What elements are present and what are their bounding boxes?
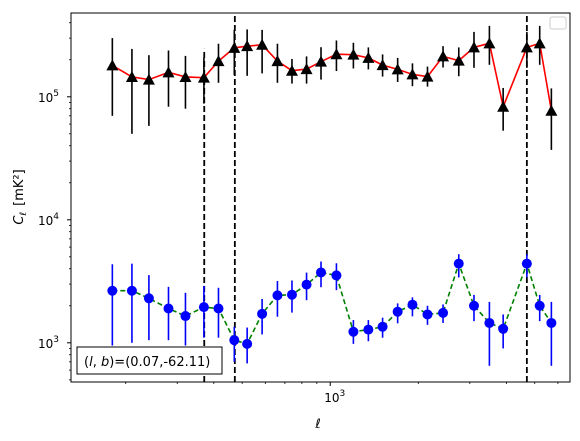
data-point [285, 64, 298, 76]
data-point [241, 40, 254, 52]
data-point [422, 309, 433, 320]
data-point [467, 41, 480, 53]
data-point [498, 323, 509, 334]
data-point [126, 285, 137, 296]
annotation-values: (0.07,-62.11) [125, 355, 210, 370]
annotation-box: (l, b)=(0.07,-62.11) [76, 346, 223, 375]
data-point [533, 37, 546, 49]
y-tick-exp: 5 [53, 89, 59, 99]
y-tick-exp: 3 [53, 335, 59, 345]
annotation-eq: )= [109, 355, 125, 370]
series-layer [106, 25, 558, 366]
data-point [106, 59, 119, 71]
data-point [421, 70, 434, 82]
y-tick-label: 103 [38, 335, 59, 351]
annotation-frame [76, 346, 223, 375]
data-point [125, 70, 138, 82]
data-point [286, 289, 297, 300]
data-point [180, 311, 191, 322]
y-tick-label: 105 [38, 89, 59, 105]
y-label-main: C [12, 215, 27, 225]
annotation-l: l [89, 355, 93, 370]
x-tick-base: 10 [324, 391, 339, 405]
legend-box [549, 16, 567, 30]
data-point [438, 307, 449, 318]
annotation-text: (l, b)=(0.07,-62.11) [84, 355, 210, 370]
series-1 [107, 254, 557, 366]
y-axis-label: Cℓ [mK²] [12, 169, 29, 224]
data-point [107, 285, 118, 296]
data-point [377, 321, 388, 332]
data-point [301, 279, 312, 290]
data-point [300, 63, 313, 75]
data-point [213, 303, 224, 314]
y-tick-base: 10 [38, 337, 53, 351]
data-point [163, 303, 174, 314]
y-tick-label: 104 [38, 212, 59, 228]
series-line [112, 261, 553, 345]
y-tick-exp: 4 [53, 212, 59, 222]
data-point [347, 48, 360, 60]
data-point [391, 63, 404, 75]
data-point [468, 300, 479, 311]
data-point [143, 293, 154, 304]
data-point [520, 41, 533, 53]
data-point [407, 299, 418, 310]
data-point [256, 38, 269, 50]
data-point [437, 50, 450, 62]
y-tick-base: 10 [38, 214, 53, 228]
data-point [484, 317, 495, 328]
data-point [363, 324, 374, 335]
data-point [406, 68, 419, 80]
data-point [545, 104, 558, 116]
data-point [330, 48, 343, 60]
data-point [452, 54, 465, 66]
data-point [348, 326, 359, 337]
data-point [212, 55, 225, 67]
data-point [179, 70, 192, 82]
data-point [142, 73, 155, 85]
data-point [315, 55, 328, 67]
data-point [497, 100, 510, 112]
data-point [198, 302, 209, 313]
y-label-unit: [mK²] [12, 169, 27, 206]
legend [549, 16, 567, 30]
y-label-sub: ℓ [19, 212, 29, 217]
x-axis-label: ℓ [314, 417, 320, 432]
data-point [521, 258, 532, 269]
data-point [229, 335, 240, 346]
data-point [534, 300, 545, 311]
data-point [162, 66, 175, 78]
y-tick-base: 10 [38, 91, 53, 105]
data-point [316, 267, 327, 278]
data-point [362, 51, 375, 63]
data-point [331, 270, 342, 281]
data-point [271, 55, 284, 67]
data-point [376, 59, 389, 71]
data-point [257, 308, 268, 319]
data-point [392, 306, 403, 317]
data-point [272, 290, 283, 301]
data-point [228, 41, 241, 53]
y-axis-label-text: Cℓ [mK²] [12, 169, 29, 224]
annotation-b: b [101, 355, 109, 370]
data-point [546, 317, 557, 328]
series-0 [106, 25, 558, 150]
plot-frame [70, 12, 571, 383]
data-point [242, 338, 253, 349]
x-tick-exp: 3 [340, 389, 346, 399]
data-point [483, 37, 496, 49]
data-point [453, 258, 464, 269]
data-point [197, 71, 210, 83]
x-tick-label: 103 [324, 389, 345, 405]
